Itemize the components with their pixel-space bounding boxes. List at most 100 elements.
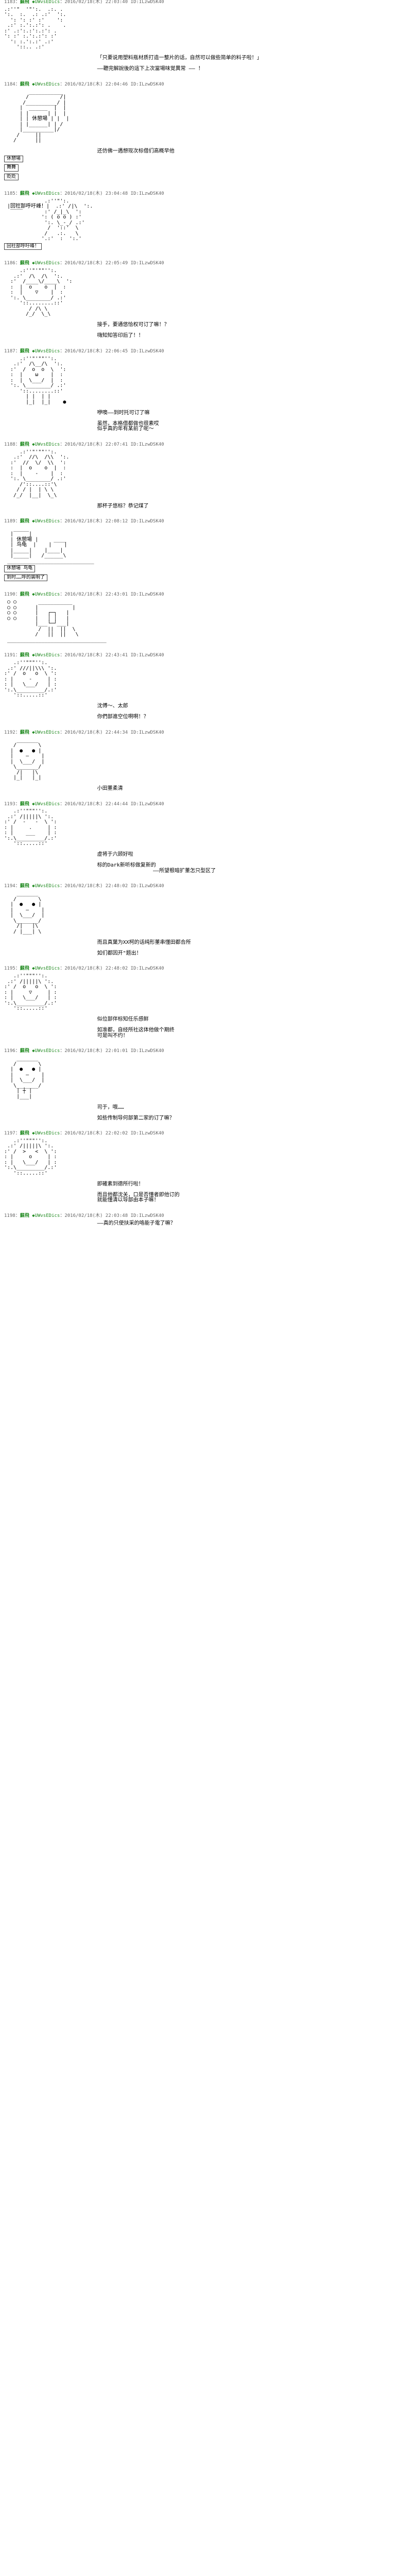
post-id: ILzwDSK40 xyxy=(139,191,164,196)
post-date: 2016/02/18(木) 22:48:02 xyxy=(64,966,128,971)
post-date: 2016/02/18(木) 22:04:46 xyxy=(64,82,128,87)
post-date: 2016/02/18(木) 22:03:40 xyxy=(64,0,128,5)
post-number: 1184 xyxy=(4,82,15,87)
post-number: 1190 xyxy=(4,592,15,597)
post-header: 1186：蘇飛 ◆UWvsEDics：2016/02/18(木) 22:05:4… xyxy=(4,261,408,266)
post-trip: ◆UWvsEDics xyxy=(29,1048,60,1054)
post: 1197：蘇飛 ◆UWvsEDics：2016/02/18(木) 22:02:0… xyxy=(0,1131,412,1204)
post-name: 蘇飛 xyxy=(20,653,29,658)
post-header: 1196：蘇飛 ◆UWvsEDics：2016/02/18(木) 22:01:0… xyxy=(4,1049,408,1054)
post-number: 1186 xyxy=(4,261,15,266)
post: 1190：蘇飛 ◆UWvsEDics：2016/02/18(木) 22:43:0… xyxy=(0,592,412,643)
post: 1196：蘇飛 ◆UWvsEDics：2016/02/18(木) 22:01:0… xyxy=(0,1049,412,1121)
post-name: 蘇飛 xyxy=(20,0,29,5)
post-name: 蘇飛 xyxy=(20,592,29,597)
post-number: 1187 xyxy=(4,349,15,354)
post-name: 蘇飛 xyxy=(20,442,29,447)
post-header: 1189：蘇飛 ◆UWvsEDics：2016/02/18(木) 22:08:1… xyxy=(4,519,408,524)
post-body: _______ / \ | ● ● | | ― | | \___/ | \___… xyxy=(4,891,408,956)
post-trip: ◆UWvsEDics xyxy=(29,519,60,524)
post-trip: ◆UWvsEDics xyxy=(29,884,60,889)
post-header: 1195：蘇飛 ◆UWvsEDics：2016/02/18(木) 22:48:0… xyxy=(4,967,408,972)
post-date: 2016/02/18(木) 22:44:44 xyxy=(64,802,128,807)
post-trip: ◆UWvsEDics xyxy=(29,1213,60,1218)
post: 1186：蘇飛 ◆UWvsEDics：2016/02/18(木) 22:05:4… xyxy=(0,261,412,338)
post-header: 1197：蘇飛 ◆UWvsEDics：2016/02/18(木) 22:02:0… xyxy=(4,1131,408,1137)
post-body: ___________ / /| /__________/ | | ______… xyxy=(4,90,408,181)
post-name: 蘇飛 xyxy=(20,191,29,196)
text-box: 休憩場 鸟龟 xyxy=(4,565,35,572)
post: 1195：蘇飛 ◆UWvsEDics：2016/02/18(木) 22:48:0… xyxy=(0,967,412,1039)
post-date: 2016/02/18(木) 22:43:41 xyxy=(64,653,128,658)
post: 1198：蘇飛 ◆UWvsEDics：2016/02/18(木) 22:03:4… xyxy=(0,1214,412,1226)
post: 1184：蘇飛 ◆UWvsEDics：2016/02/18(木) 22:04:4… xyxy=(0,82,412,181)
post: 1191：蘇飛 ◆UWvsEDics：2016/02/18(木) 22:43:4… xyxy=(0,653,412,720)
post: 1193：蘇飛 ◆UWvsEDics：2016/02/18(木) 22:44:4… xyxy=(0,802,412,874)
post-number: 1197 xyxy=(4,1131,15,1136)
post-body: .:''"'""'':. .:' /\__/\ ':. :' / o o \ '… xyxy=(4,357,408,432)
text-box: 舞舞 xyxy=(4,164,19,171)
post-date: 2016/02/18(木) 22:01:01 xyxy=(64,1048,128,1054)
post-number: 1183 xyxy=(4,0,15,5)
post-trip: ◆UWvsEDics xyxy=(29,1131,60,1136)
text-box: 休憩場 xyxy=(4,156,23,162)
post-name: 蘇飛 xyxy=(20,349,29,354)
post-id: ILzwDSK40 xyxy=(139,802,164,807)
post-id: ILzwDSK40 xyxy=(139,442,164,447)
post-header: 1198：蘇飛 ◆UWvsEDics：2016/02/18(木) 22:03:4… xyxy=(4,1214,408,1219)
post-id: ILzwDSK40 xyxy=(139,1048,164,1054)
post-trip: ◆UWvsEDics xyxy=(29,730,60,735)
post-date: 2016/02/18(木) 22:02:02 xyxy=(64,1131,128,1136)
post-number: 1194 xyxy=(4,884,15,889)
post-id: ILzwDSK40 xyxy=(139,966,164,971)
post-trip: ◆UWvsEDics xyxy=(29,653,60,658)
post-body: .:''"'""'':. .:' /\ /\ ':. :' /____\/___… xyxy=(4,268,408,339)
post-date: 2016/02/18(木) 22:03:48 xyxy=(64,1213,128,1218)
post: 1194：蘇飛 ◆UWvsEDics：2016/02/18(木) 22:48:0… xyxy=(0,884,412,956)
post-number: 1191 xyxy=(4,653,15,658)
post-header: 1191：蘇飛 ◆UWvsEDics：2016/02/18(木) 22:43:4… xyxy=(4,653,408,658)
post-number: 1189 xyxy=(4,519,15,524)
post-id: ILzwDSK40 xyxy=(139,0,164,5)
post-name: 蘇飛 xyxy=(20,802,29,807)
post-body: .:''"""'':. .:' ///||\\\ ':. :' / o o \ … xyxy=(4,660,408,720)
text-box: 贬贬 xyxy=(4,174,19,180)
post-body: _______ / \ | ● ● | | ― | | \___/ | \___… xyxy=(4,1056,408,1121)
post-date: 2016/02/18(木) 22:48:02 xyxy=(64,884,128,889)
post-trip: ◆UWvsEDics xyxy=(29,442,60,447)
post-body: .:''"""'':. .:' /|||||\ ':. :' / - - \ '… xyxy=(4,809,408,874)
post-name: 蘇飛 xyxy=(20,261,29,266)
post-trip: ◆UWvsEDics xyxy=(29,261,60,266)
post-header: 1188：蘇飛 ◆UWvsEDics：2016/02/18(木) 22:07:4… xyxy=(4,443,408,448)
post-id: ILzwDSK40 xyxy=(139,82,164,87)
post-trip: ◆UWvsEDics xyxy=(29,0,60,5)
post-date: 2016/02/18(木) 22:07:41 xyxy=(64,442,128,447)
post-header: 1192：蘇飛 ◆UWvsEDics：2016/02/18(木) 22:44:3… xyxy=(4,731,408,736)
post-id: ILzwDSK40 xyxy=(139,1131,164,1136)
post-name: 蘇飛 xyxy=(20,82,29,87)
post-name: 蘇飛 xyxy=(20,884,29,889)
post-trip: ◆UWvsEDics xyxy=(29,82,60,87)
post-name: 蘇飛 xyxy=(20,966,29,971)
post-number: 1195 xyxy=(4,966,15,971)
post-id: ILzwDSK40 xyxy=(139,261,164,266)
post-body: ____ .:''"':. |回社部呼吁峰！| .:' /|\ ':. ‾‾‾‾… xyxy=(4,199,408,251)
post-id: ILzwDSK40 xyxy=(139,592,164,597)
post-header: 1190：蘇飛 ◆UWvsEDics：2016/02/18(木) 22:43:0… xyxy=(4,592,408,598)
post-body: .:''"'""'':. .:' //\ /\\ ':. :' // \/ \\… xyxy=(4,450,408,510)
post-date: 2016/02/18(木) 23:04:48 xyxy=(64,191,128,196)
post-id: ILzwDSK40 xyxy=(139,653,164,658)
post-header: 1194：蘇飛 ◆UWvsEDics：2016/02/18(木) 22:48:0… xyxy=(4,884,408,889)
post-date: 2016/02/18(木) 22:44:34 xyxy=(64,730,128,735)
post-id: ILzwDSK40 xyxy=(139,519,164,524)
post-date: 2016/02/18(木) 22:06:45 xyxy=(64,349,128,354)
post-header: 1184：蘇飛 ◆UWvsEDics：2016/02/18(木) 22:04:4… xyxy=(4,82,408,88)
post-date: 2016/02/18(木) 22:43:01 xyxy=(64,592,128,597)
post-body: _______ / \ | ● ● | | ― | | \___/ | \___… xyxy=(4,738,408,792)
text-box: 回社部呼吁峰！ xyxy=(4,243,42,250)
text-box: 到时……呼的装明了 xyxy=(4,574,47,581)
post-header: 1193：蘇飛 ◆UWvsEDics：2016/02/18(木) 22:44:4… xyxy=(4,802,408,807)
post-header: 1187：蘇飛 ◆UWvsEDics：2016/02/18(木) 22:06:4… xyxy=(4,349,408,354)
post-name: 蘇飛 xyxy=(20,519,29,524)
post-name: 蘇飛 xyxy=(20,1131,29,1136)
